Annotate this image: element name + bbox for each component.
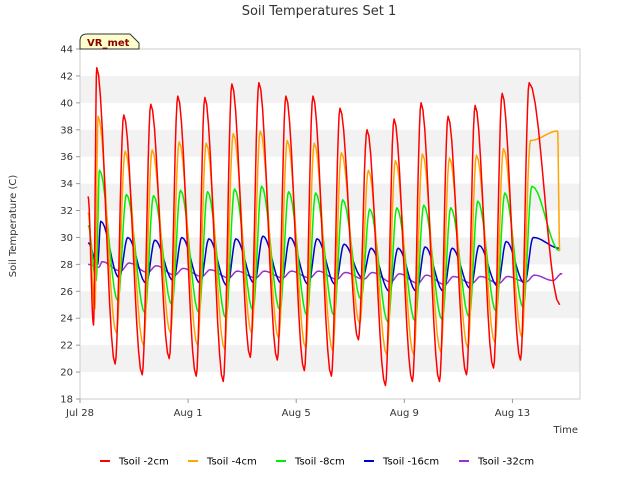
x-tick-label: Aug 5 — [282, 408, 311, 419]
grid-band — [80, 183, 580, 211]
grid-bands — [80, 75, 580, 373]
y-tick-label: 26 — [60, 287, 73, 298]
legend-label: Tsoil -2cm — [118, 457, 169, 468]
grid-band — [80, 75, 580, 103]
y-tick-label: 36 — [60, 152, 73, 163]
x-axis-label: Time — [553, 425, 578, 436]
site-badge: VR_met — [79, 33, 140, 50]
site-badge-text: VR_met — [87, 38, 130, 49]
y-tick-label: 40 — [60, 98, 73, 109]
plot-frame — [79, 48, 581, 400]
y-tick-label: 18 — [60, 395, 73, 406]
grid-band — [80, 129, 580, 157]
y-tick-label: 28 — [60, 260, 73, 271]
y-axis-ticks: 18 20 22 24 26 28 30 32 34 36 38 40 42 44 — [60, 45, 80, 406]
y-tick-label: 20 — [60, 368, 73, 379]
legend: Tsoil -2cm Tsoil -4cm Tsoil -8cm Tsoil -16c… — [100, 457, 534, 468]
y-tick-label: 24 — [60, 314, 73, 325]
x-axis-ticks: Jul 28 Aug 1 Aug 5 Aug 9 Aug 13 — [65, 399, 530, 419]
chart-title: Soil Temperatures Set 1 — [242, 4, 397, 19]
site-badge-shape — [79, 33, 140, 50]
series-line — [87, 67, 561, 387]
y-tick-label: 42 — [60, 71, 73, 82]
x-tick-label: Jul 28 — [65, 408, 94, 419]
legend-label: Tsoil -16cm — [382, 457, 439, 468]
x-tick-label: Aug 1 — [174, 408, 203, 419]
x-tick-label: Aug 13 — [495, 408, 530, 419]
y-tick-label: 30 — [60, 233, 73, 244]
grid-band — [80, 237, 580, 265]
y-tick-label: 32 — [60, 206, 73, 217]
legend-label: Tsoil -4cm — [206, 457, 257, 468]
y-tick-label: 34 — [60, 179, 73, 190]
y-axis-label: Soil Temperature (C) — [8, 175, 19, 278]
series-line — [87, 115, 561, 356]
legend-label: Tsoil -32cm — [477, 457, 534, 468]
y-tick-label: 22 — [60, 341, 73, 352]
x-tick-label: Aug 9 — [390, 408, 419, 419]
series-layer — [87, 67, 563, 387]
y-tick-label: 38 — [60, 125, 73, 136]
y-tick-label: 44 — [60, 45, 73, 56]
legend-label: Tsoil -8cm — [294, 457, 345, 468]
